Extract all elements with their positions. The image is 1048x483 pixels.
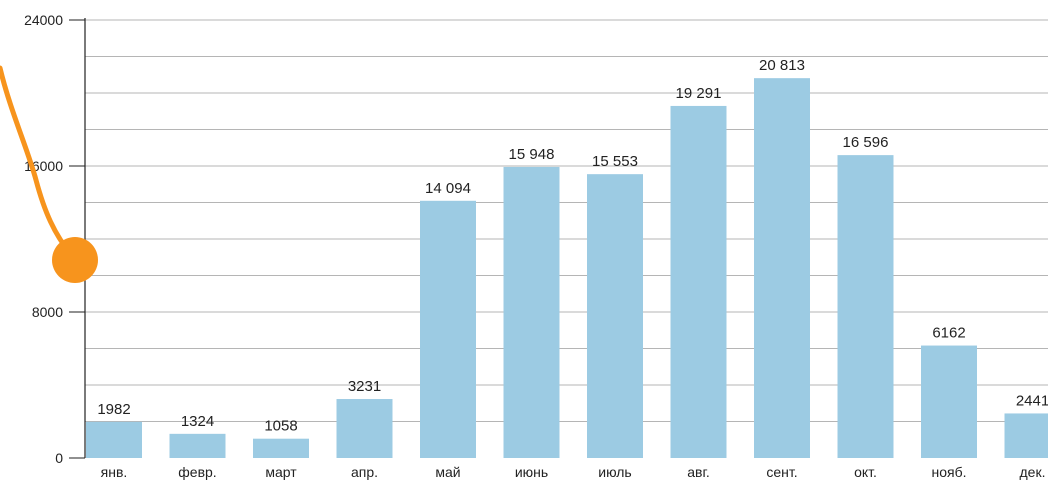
y-tick-label: 8000 bbox=[32, 304, 63, 320]
bar-value-label: 1324 bbox=[181, 413, 214, 430]
bar bbox=[336, 399, 393, 458]
bar-value-label: 19 291 bbox=[676, 85, 722, 102]
bar-value-label: 2441 bbox=[1016, 392, 1048, 409]
bar bbox=[420, 200, 476, 459]
x-category-label: сент. bbox=[766, 464, 797, 480]
y-tick-label: 24000 bbox=[24, 12, 63, 28]
bar bbox=[1004, 413, 1048, 458]
bar bbox=[921, 345, 977, 458]
orange-annotation-curve bbox=[0, 65, 77, 261]
bars bbox=[86, 78, 1048, 459]
bar bbox=[837, 155, 894, 459]
x-category-label: май bbox=[435, 464, 460, 480]
value-labels: 1982 1324 1058 3231 14 094 15 948 15 553 19 291… bbox=[97, 57, 1048, 435]
x-category-label: июнь bbox=[515, 464, 548, 480]
x-category-label: июль bbox=[598, 464, 631, 480]
bar-value-label: 1982 bbox=[97, 401, 130, 418]
x-axis-labels: янв. февр. март апр. май июнь июль авг. сент. окт… bbox=[101, 464, 1046, 480]
x-category-label: март bbox=[265, 464, 297, 480]
x-category-label: февр. bbox=[178, 464, 216, 480]
bar bbox=[253, 438, 309, 458]
bar bbox=[587, 174, 643, 458]
bar bbox=[503, 166, 560, 458]
x-category-label: апр. bbox=[351, 464, 378, 480]
gridlines bbox=[85, 19, 1048, 422]
bar-value-label: 20 813 bbox=[759, 57, 805, 74]
orange-annotation-dot bbox=[52, 237, 98, 283]
x-category-label: авг. bbox=[687, 464, 710, 480]
bar-value-label: 15 553 bbox=[592, 153, 638, 170]
x-category-label: окт. bbox=[854, 464, 877, 480]
x-category-label: нояб. bbox=[931, 464, 966, 480]
bar-value-label: 15 948 bbox=[509, 146, 555, 163]
bar-value-label: 3231 bbox=[348, 378, 381, 395]
bar-value-label: 16 596 bbox=[843, 134, 889, 151]
bar bbox=[670, 105, 727, 459]
bar bbox=[754, 78, 810, 458]
bar bbox=[169, 433, 226, 458]
y-tick-label: 0 bbox=[55, 450, 63, 466]
bar-value-label: 1058 bbox=[264, 418, 297, 435]
bar bbox=[86, 421, 142, 458]
x-category-label: дек. bbox=[1020, 464, 1046, 480]
bar-value-label: 6162 bbox=[932, 325, 965, 342]
bar-value-label: 14 094 bbox=[425, 180, 471, 197]
x-category-label: янв. bbox=[101, 464, 128, 480]
